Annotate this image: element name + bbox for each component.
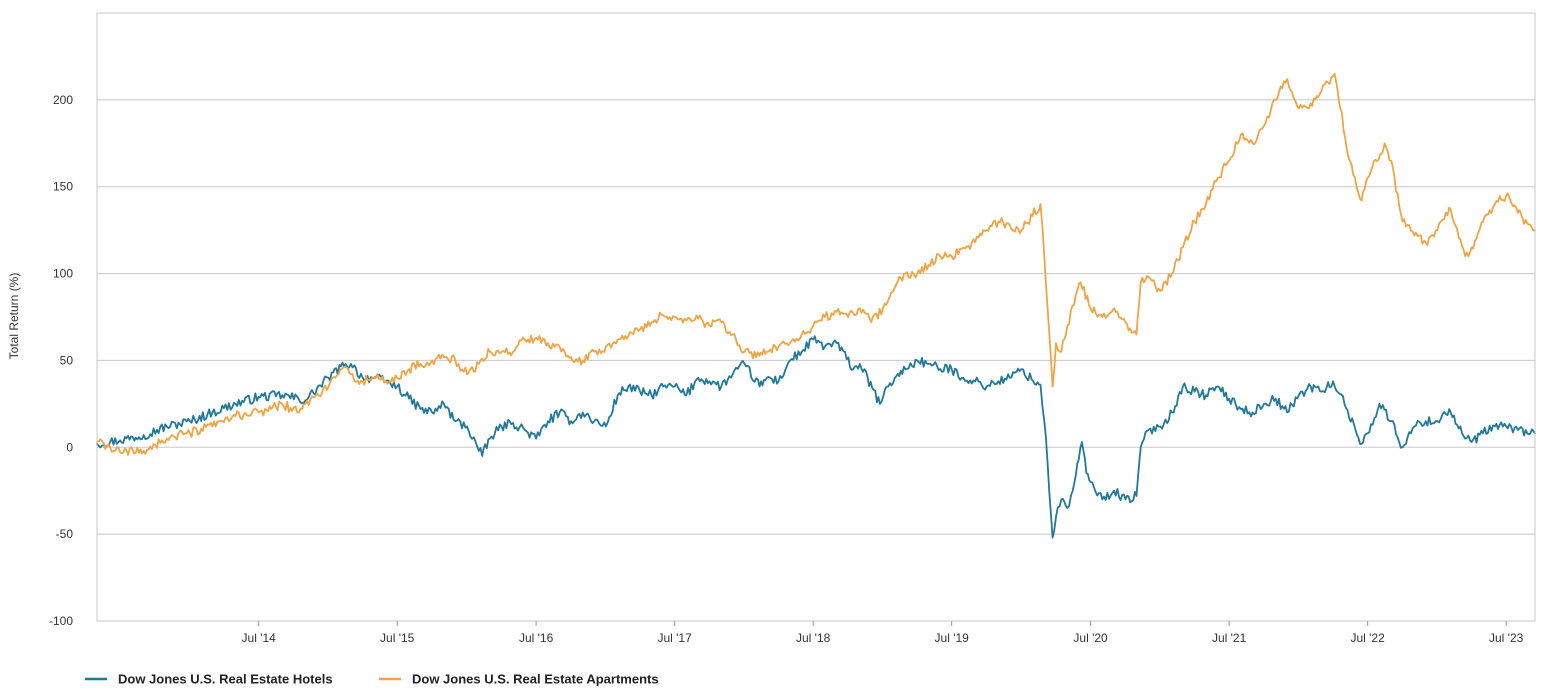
legend: Dow Jones U.S. Real Estate Hotels Dow Jon… <box>85 672 659 687</box>
legend-label: Dow Jones U.S. Real Estate Apartments <box>412 672 659 687</box>
series-line-apartments <box>96 72 1536 456</box>
legend-label: Dow Jones U.S. Real Estate Hotels <box>118 672 333 687</box>
y-tick-label: -50 <box>56 527 74 541</box>
x-tick-label: Jul '21 <box>1212 631 1247 645</box>
x-tick-label: Jul '14 <box>242 631 277 645</box>
x-axis-ticks: Jul '14 Jul '15 Jul '16 Jul '17 Jul '18 Jul '… <box>242 621 1524 645</box>
series-layer <box>96 72 1536 539</box>
y-tick-label: 200 <box>53 93 73 107</box>
y-tick-label: 100 <box>53 267 73 281</box>
y-tick-label: 150 <box>53 180 73 194</box>
x-tick-label: Jul '18 <box>796 631 831 645</box>
x-tick-label: Jul '15 <box>380 631 415 645</box>
x-tick-label: Jul '22 <box>1350 631 1385 645</box>
x-tick-label: Jul '20 <box>1073 631 1108 645</box>
plot-border <box>96 12 1536 622</box>
x-tick-label: Jul '19 <box>935 631 970 645</box>
y-axis-title: Total Return (%) <box>7 273 21 360</box>
grid-layer <box>97 99 1535 622</box>
y-tick-label: 50 <box>60 353 74 367</box>
x-tick-label: Jul '16 <box>519 631 554 645</box>
y-tick-label: 0 <box>66 440 73 454</box>
x-tick-label: Jul '23 <box>1489 631 1524 645</box>
x-tick-label: Jul '17 <box>657 631 692 645</box>
legend-item: Dow Jones U.S. Real Estate Hotels <box>85 672 333 687</box>
y-axis-ticks: -100 -50 0 50 100 150 200 <box>49 93 73 628</box>
series-line-hotels <box>96 335 1536 539</box>
y-tick-label: -100 <box>49 614 73 628</box>
plot-frame <box>96 12 1536 622</box>
legend-item: Dow Jones U.S. Real Estate Apartments <box>379 672 659 687</box>
